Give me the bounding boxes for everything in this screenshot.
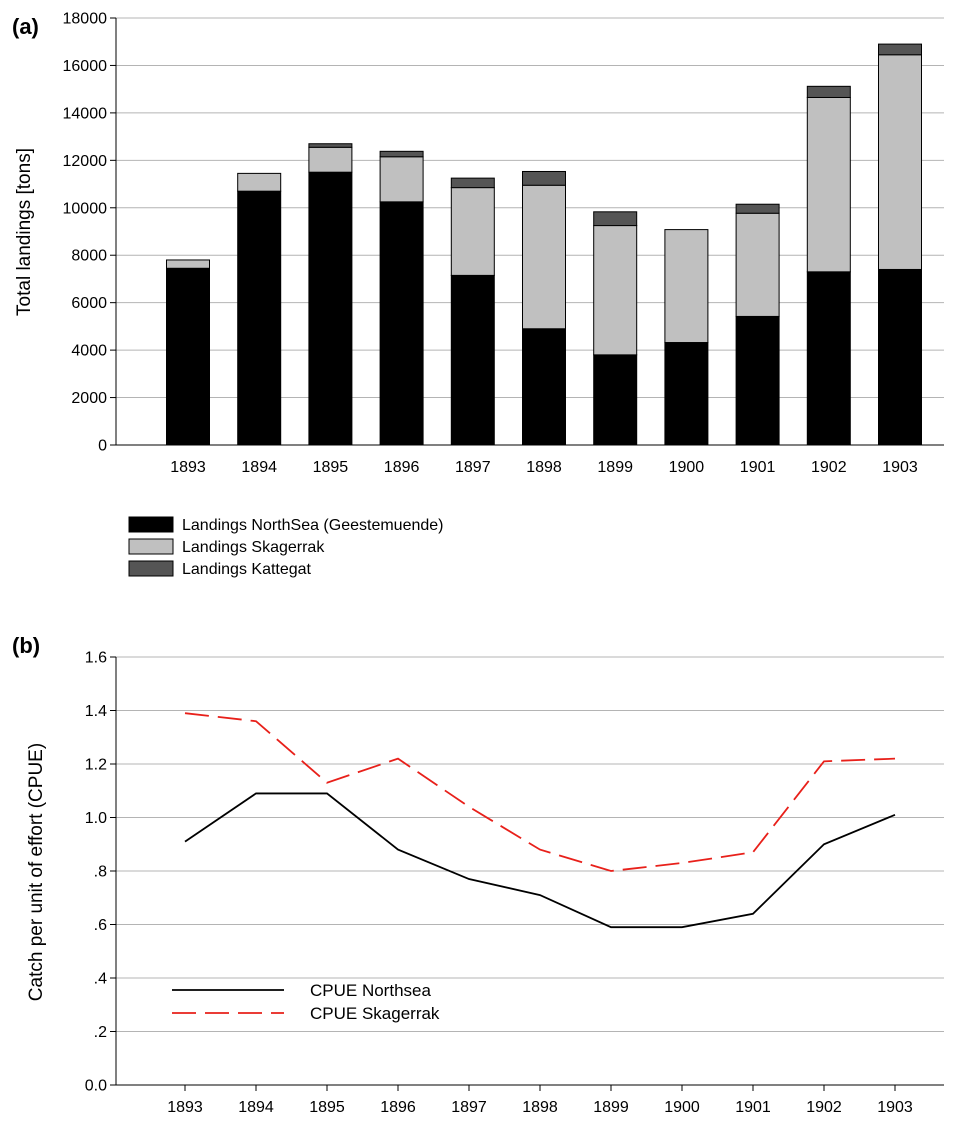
panel-b-legend-label: CPUE Skagerrak	[310, 1004, 440, 1023]
panel-a-y-tick-label: 6000	[71, 295, 107, 312]
panel-a-bar-segment-skagerrak-1894	[237, 172, 282, 192]
panel-a-bar-segment-northsea-1898	[522, 328, 566, 446]
panel-a-x-tick-label: 1896	[384, 459, 420, 476]
panel-a-x-tick-label: 1894	[241, 459, 277, 476]
panel-a-bar-segment-northsea-1894	[237, 190, 282, 446]
panel-a-bar-segment-northsea-1893	[166, 267, 210, 446]
panel-a-stacked-bar-chart: (a) 0 2000 4000 6000 8000 10000 12000 14000 1600…	[12, 11, 944, 578]
panel-b-x-tick-label: 1899	[593, 1099, 629, 1116]
panel-a-x-tick-label: 1900	[669, 459, 705, 476]
panel-b-x-tick-label: 1895	[309, 1099, 345, 1116]
panel-a-y-tick-label: 4000	[71, 343, 107, 360]
panel-a-bar-segment-skagerrak-1893	[166, 259, 210, 269]
panel-a-bar-segment-kattegat-1895	[308, 143, 353, 148]
panel-a-y-tick-label: 16000	[63, 58, 108, 75]
panel-b-grid	[110, 656, 944, 1091]
panel-a-bar-segment-northsea-1900	[664, 342, 709, 446]
panel-b-y-tick-label: .8	[94, 864, 107, 881]
panel-b-y-tick-label: .4	[94, 971, 107, 988]
panel-b-x-tick-label: 1902	[806, 1099, 842, 1116]
panel-a-bar-segment-kattegat-1902	[806, 85, 851, 98]
panel-a-x-tick-label: 1902	[811, 459, 847, 476]
panel-a-legend-swatch	[128, 538, 174, 555]
panel-a-y-tick-label: 0	[98, 438, 107, 455]
panel-b-legend-label: CPUE Northsea	[310, 981, 431, 1000]
panel-a-bar-segment-skagerrak-1902	[806, 96, 851, 273]
panel-a-bar-segment-kattegat-1896	[379, 150, 424, 158]
cpue-skagerrak-line	[184, 712, 896, 872]
panel-a-y-tick-label: 12000	[63, 153, 108, 170]
panel-a-bar-segment-kattegat-1903	[878, 43, 922, 56]
panel-b-x-tick-label: 1896	[380, 1099, 416, 1116]
panel-a-legend-label: Landings NorthSea (Geestemuende)	[182, 517, 444, 534]
panel-a-x-tick-label: 1901	[740, 459, 776, 476]
panel-b-y-tick-label: 1.2	[85, 757, 107, 774]
panel-b-y-tick-label: 0.0	[85, 1078, 107, 1095]
cpue-northsea-line	[184, 792, 896, 929]
panel-a-x-tick-label: 1897	[455, 459, 491, 476]
panel-a-label: (a)	[12, 14, 39, 39]
panel-b-x-tick-label: 1901	[735, 1099, 771, 1116]
panel-a-legend-label: Landings Kattegat	[182, 561, 312, 578]
panel-a-legend-label: Landings Skagerrak	[182, 539, 325, 556]
panel-a-bar-segment-skagerrak-1898	[522, 184, 566, 330]
panel-b-line-chart: (b) 0.0 .2 .4 .6 .8 1.0 1.2 1.4 1.6 1893 1894 1895…	[12, 633, 944, 1116]
panel-a-bar-segment-skagerrak-1895	[308, 146, 353, 173]
panel-a-legend-swatch	[128, 560, 174, 577]
panel-a-y-tick-label: 18000	[63, 11, 108, 28]
panel-a-bar-segment-northsea-1902	[806, 271, 851, 446]
panel-b-x-tick-label: 1900	[664, 1099, 700, 1116]
panel-a-y-tick-labels: 0 2000 4000 6000 8000 10000 12000 14000 16000 180…	[63, 11, 108, 455]
panel-a-x-tick-label: 1895	[313, 459, 349, 476]
panel-a-x-tick-label: 1893	[170, 459, 206, 476]
panel-b-x-tick-label: 1898	[522, 1099, 558, 1116]
panel-a-bar-segment-skagerrak-1899	[593, 225, 638, 356]
panel-a-bar-segment-kattegat-1898	[522, 170, 566, 186]
panel-a-legend-swatch	[128, 516, 174, 533]
panel-a-x-tick-labels: 1893 1894 1895 1896 1897 1898 1899 1900 1901 1902…	[170, 459, 918, 476]
panel-a-y-tick-label: 2000	[71, 390, 107, 407]
panel-a-x-tick-label: 1898	[526, 459, 562, 476]
panel-a-bar-segment-skagerrak-1896	[379, 156, 424, 203]
panel-a-bar-segment-northsea-1903	[878, 268, 922, 446]
panel-b-label: (b)	[12, 633, 40, 658]
panel-b-y-tick-label: 1.0	[85, 810, 107, 827]
panel-b-axes	[115, 657, 944, 1086]
panel-b-lines	[184, 712, 896, 929]
panel-a-axes	[115, 18, 944, 446]
panel-b-y-axis-label: Catch per unit of effort (CPUE)	[26, 743, 47, 1001]
panel-a-bar-segment-northsea-1897	[450, 274, 495, 446]
panel-a-bar-segment-kattegat-1899	[593, 211, 638, 227]
panel-a-legend: Landings NorthSea (Geestemuende) Landings…	[128, 516, 444, 578]
panel-b-x-tick-label: 1893	[167, 1099, 203, 1116]
panel-a-y-axis-label: Total landings [tons]	[14, 148, 35, 316]
panel-b-x-tick-label: 1897	[451, 1099, 487, 1116]
panel-a-y-tick-label: 10000	[63, 200, 108, 217]
panel-a-bar-segment-skagerrak-1901	[735, 212, 780, 317]
panel-a-bar-segment-northsea-1895	[308, 171, 353, 446]
panel-b-y-tick-label: 1.6	[85, 650, 107, 667]
panel-b-x-tick-label: 1894	[238, 1099, 274, 1116]
panel-a-x-tick-label: 1899	[597, 459, 633, 476]
panel-a-bar-segment-northsea-1899	[593, 354, 638, 446]
panel-b-x-tick-label: 1903	[877, 1099, 913, 1116]
panel-b-y-tick-labels: 0.0 .2 .4 .6 .8 1.0 1.2 1.4 1.6	[85, 650, 107, 1095]
panel-a-bar-segment-northsea-1896	[379, 201, 424, 446]
panel-a-bar-segment-kattegat-1897	[450, 177, 495, 189]
panel-a-bar-segment-kattegat-1901	[735, 203, 780, 214]
panel-a-bars	[166, 43, 922, 446]
panel-a-y-tick-label: 14000	[63, 105, 108, 122]
panel-a-bar-segment-skagerrak-1903	[878, 54, 922, 270]
panel-b-x-tick-labels: 1893 1894 1895 1896 1897 1898 1899 1900 1901 1902…	[167, 1099, 913, 1116]
panel-b-legend: CPUE Northsea CPUE Skagerrak	[172, 981, 440, 1023]
panel-a-x-tick-label: 1903	[882, 459, 918, 476]
panel-a-bar-segment-skagerrak-1897	[450, 187, 495, 276]
panel-a-y-tick-label: 8000	[71, 248, 107, 265]
panel-b-y-tick-label: 1.4	[85, 703, 107, 720]
panel-b-y-tick-label: .6	[94, 917, 107, 934]
panel-b-y-tick-label: .2	[94, 1024, 107, 1041]
panel-a-bar-segment-skagerrak-1900	[664, 229, 709, 344]
panel-a-bar-segment-northsea-1901	[735, 315, 780, 446]
